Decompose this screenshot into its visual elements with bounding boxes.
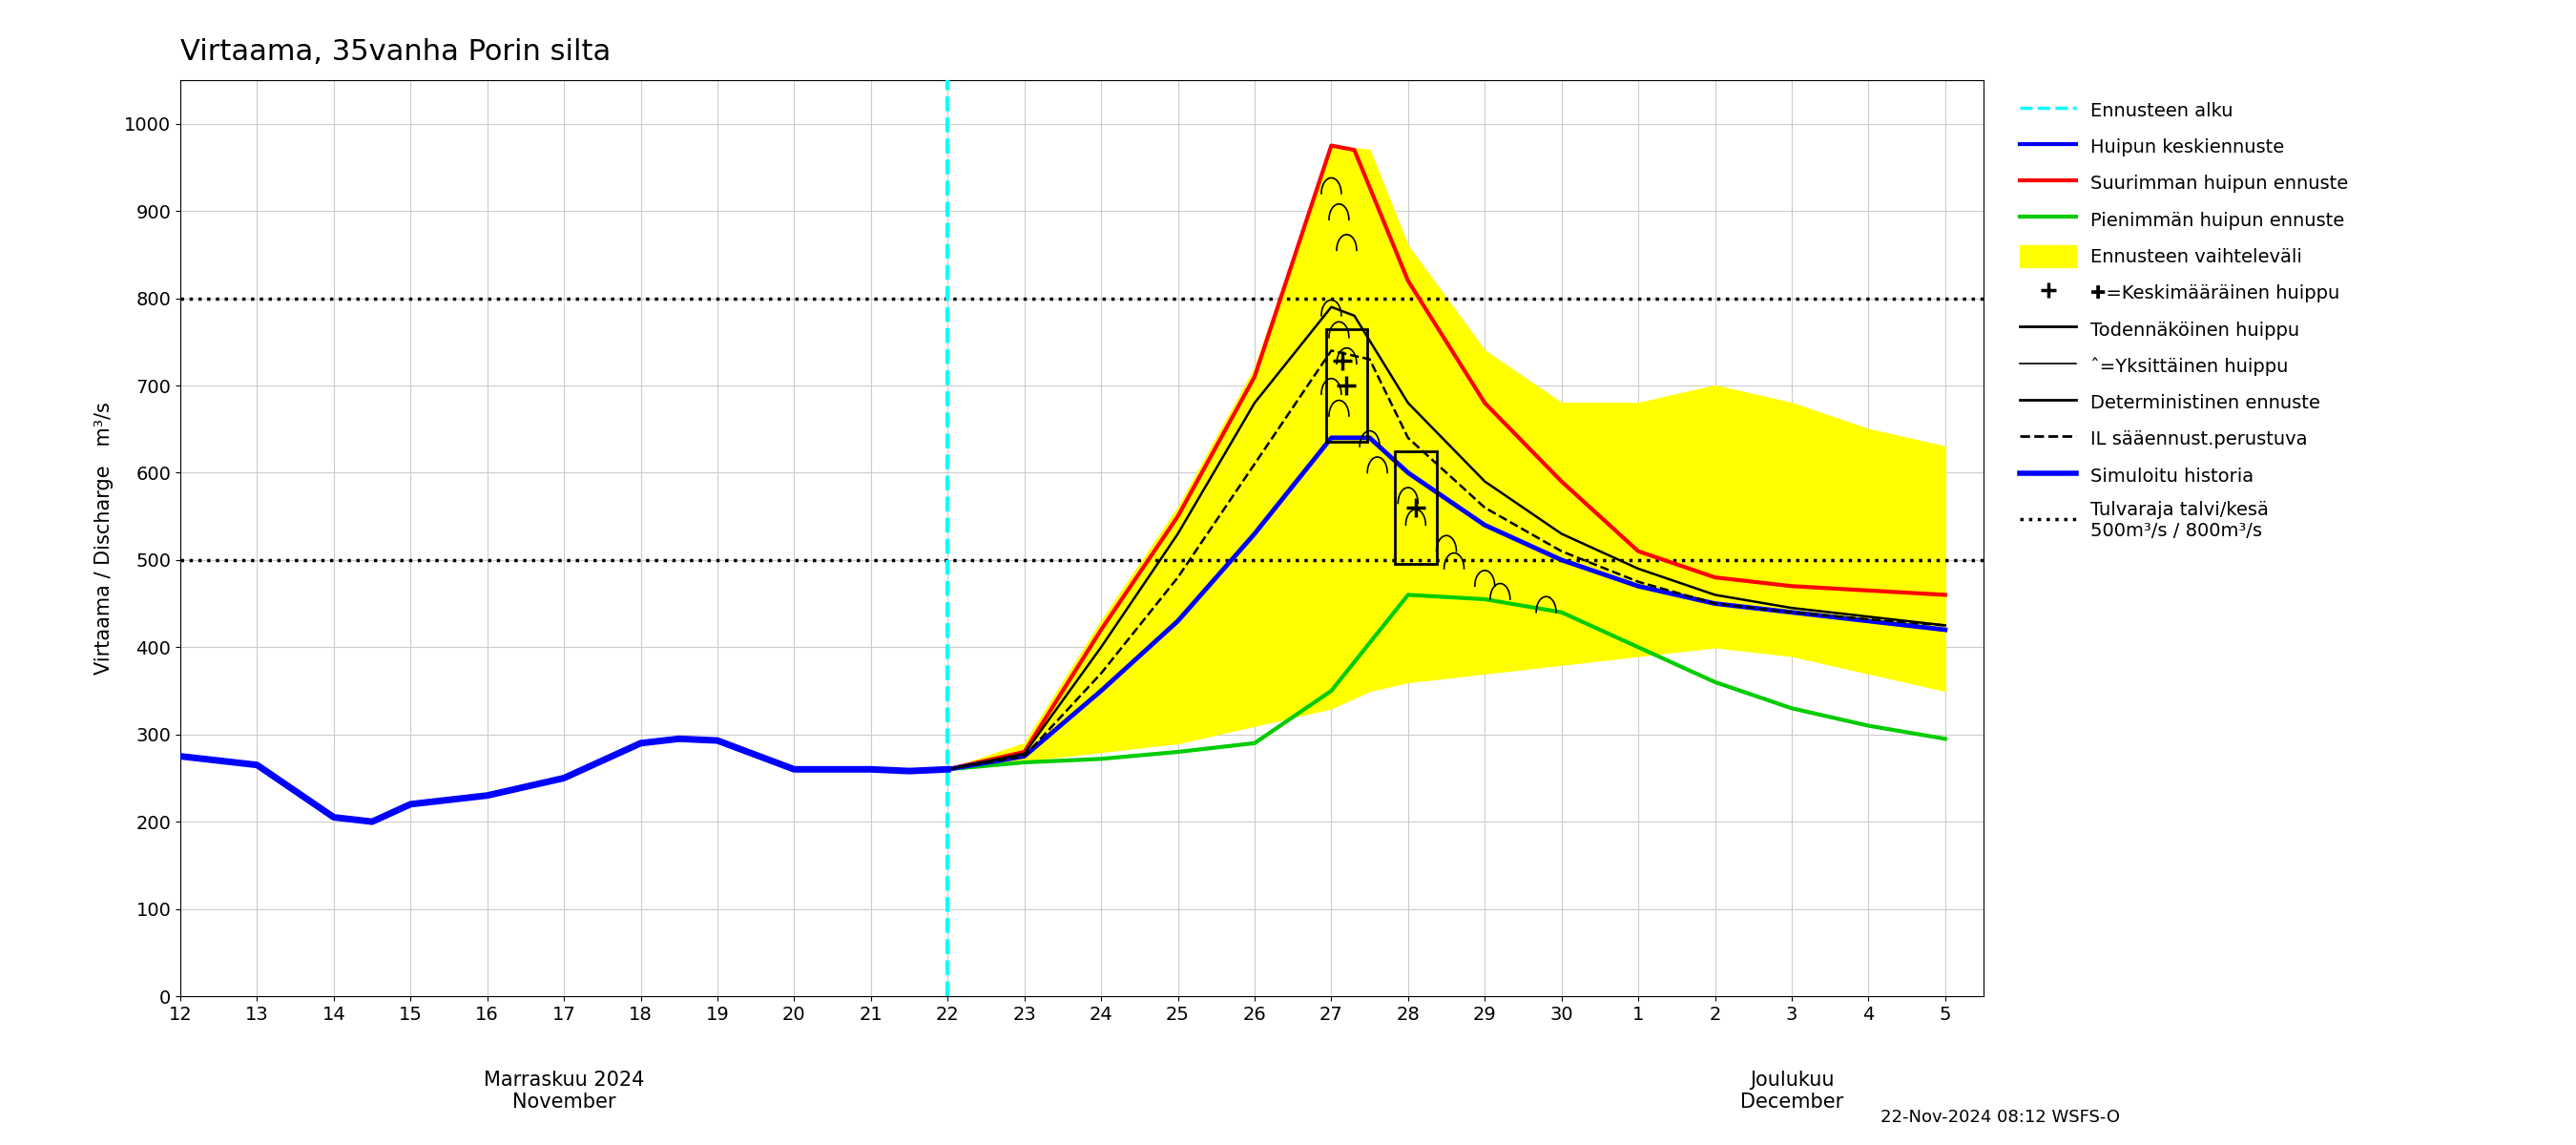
Y-axis label: Virtaama / Discharge   m³/s: Virtaama / Discharge m³/s — [95, 402, 113, 674]
Legend: Ennusteen alku, Huipun keskiennuste, Suurimman huipun ennuste, Pienimmän huipun : Ennusteen alku, Huipun keskiennuste, Suu… — [2012, 89, 2357, 550]
Bar — [1396, 451, 1437, 564]
Text: 22-Nov-2024 08:12 WSFS-O: 22-Nov-2024 08:12 WSFS-O — [1880, 1108, 2120, 1126]
Text: Marraskuu 2024
November: Marraskuu 2024 November — [484, 1071, 644, 1112]
Text: Virtaama, 35vanha Porin silta: Virtaama, 35vanha Porin silta — [180, 38, 611, 66]
Text: Joulukuu
December: Joulukuu December — [1739, 1071, 1844, 1112]
Bar — [1327, 329, 1368, 442]
